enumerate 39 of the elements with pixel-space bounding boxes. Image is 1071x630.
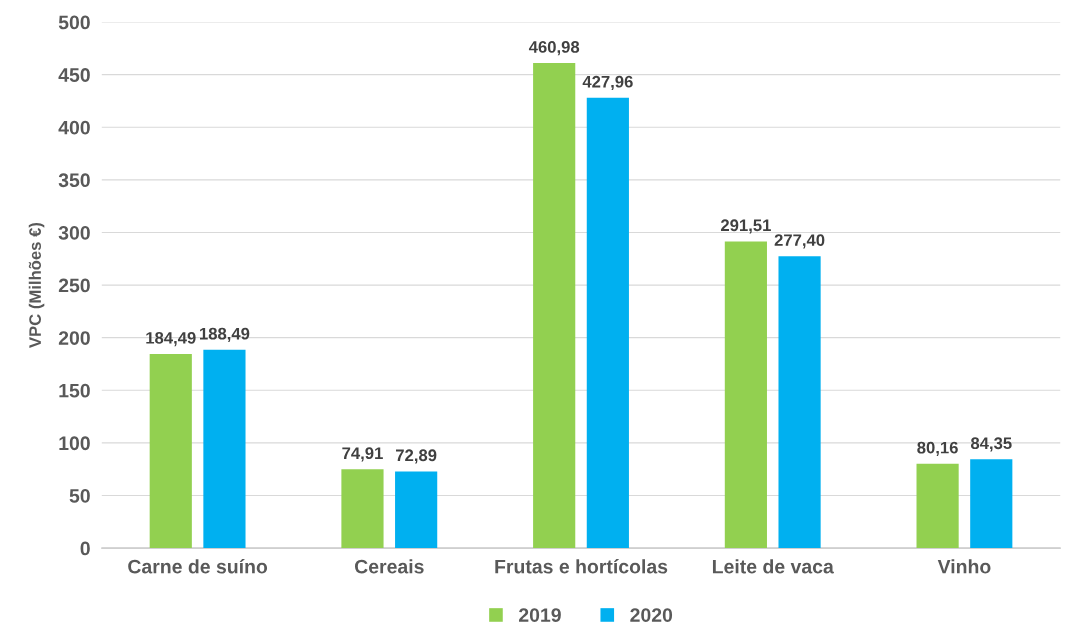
bar [778,256,821,549]
y-tick-label: 450 [58,68,90,82]
x-tick-label: Carne de suíno [128,559,268,574]
data-label: 80,16 [917,441,958,456]
x-tick-label: Vinho [937,559,991,574]
y-tick-label: 200 [58,331,90,345]
bar [970,459,1013,549]
bar [203,349,246,549]
bar [533,63,576,549]
x-tick-label: Leite de vaca [712,559,834,574]
y-tick-label: 350 [58,173,90,188]
legend-label: 2019 [519,608,561,622]
y-tick-label: 250 [58,278,90,293]
y-tick-label: 0 [80,541,90,556]
bar [724,241,767,549]
y-tick-label: 150 [59,383,90,398]
data-label: 184,49 [146,331,196,347]
x-tick-label: Frutas e hortícolas [495,559,668,574]
data-label: 188,49 [200,327,250,342]
x-tick-label: Cereais [354,559,424,574]
legend-label: 2020 [630,608,673,622]
bar [395,471,438,549]
data-label: 427,96 [582,75,633,91]
bar [341,469,384,549]
data-label: 72,89 [396,449,437,464]
data-label: 291,51 [720,219,771,234]
y-tick-label: 100 [59,436,90,451]
data-label: 84,35 [970,437,1012,452]
y-tick-label: 400 [58,120,90,135]
bar [586,97,629,549]
bar [149,354,192,549]
y-axis-title: VPC (Milhões €) [28,222,45,348]
data-label: 277,40 [774,234,825,249]
bar [916,463,959,549]
y-tick-label: 500 [58,15,90,30]
y-tick-label: 300 [58,225,90,240]
data-label: 74,91 [342,447,383,462]
y-tick-label: 50 [69,488,90,503]
data-label: 460,98 [528,41,580,56]
